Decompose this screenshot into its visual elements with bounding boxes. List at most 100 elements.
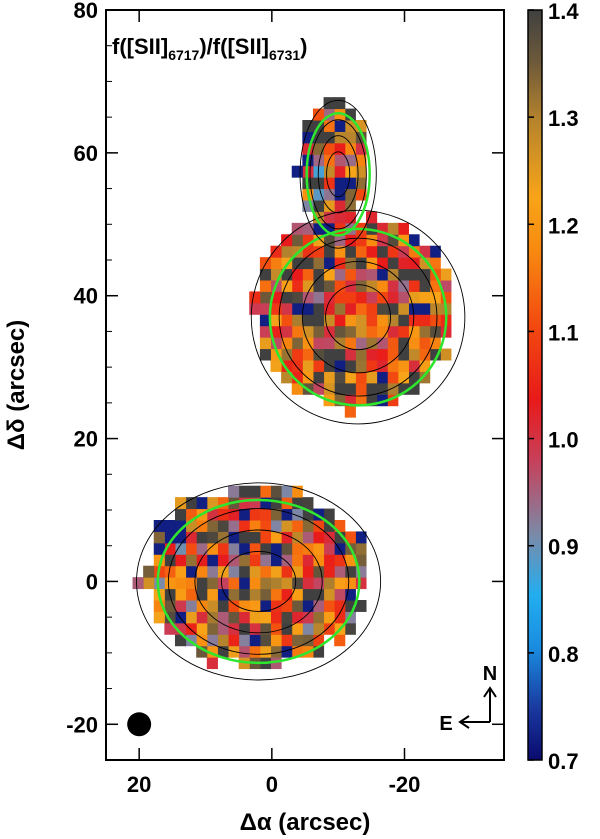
map-pixel	[153, 554, 165, 567]
map-pixel	[312, 257, 325, 270]
map-pixel	[323, 554, 335, 567]
map-pixel	[366, 360, 378, 372]
map-pixel	[387, 268, 399, 281]
map-pixel	[334, 371, 346, 384]
map-pixel	[312, 588, 325, 601]
map-pixel	[323, 348, 335, 361]
title-end: )	[300, 34, 307, 59]
map-pixel	[238, 542, 250, 555]
map-pixel	[196, 600, 208, 612]
map-pixel	[334, 565, 346, 578]
cb-tick-label-3: 1.1	[548, 320, 579, 345]
map-pixel	[153, 520, 165, 532]
y-tick-label-4: 0	[86, 569, 98, 594]
map-pixel	[259, 554, 272, 567]
y-axis-label: Δδ (arcsec)	[3, 320, 30, 451]
map-pixel	[355, 142, 367, 155]
map-pixel	[323, 280, 335, 292]
map-pixel	[419, 314, 431, 327]
map-pixel	[174, 508, 187, 521]
map-pixel	[312, 268, 325, 281]
map-pixel	[323, 291, 335, 304]
map-pixel	[376, 382, 388, 395]
map-pixel	[249, 542, 261, 555]
map-pixel	[281, 542, 293, 555]
map-pixel	[206, 577, 218, 590]
map-pixel	[196, 611, 208, 624]
map-pixel	[323, 611, 335, 624]
map-pixel	[334, 302, 346, 315]
map-pixel	[270, 485, 282, 498]
map-pixel	[302, 314, 314, 327]
map-pixel	[291, 622, 303, 635]
map-pixel	[217, 588, 229, 601]
map-pixel	[344, 554, 356, 567]
map-pixel	[366, 382, 378, 395]
map-pixel	[355, 188, 367, 201]
map-pixel	[355, 245, 367, 258]
map-pixel	[291, 565, 303, 578]
map-pixel	[344, 165, 356, 178]
map-pixel	[376, 222, 388, 235]
map-pixel	[376, 291, 388, 304]
map-pixel	[206, 508, 218, 521]
map-pixel	[164, 542, 176, 555]
map-pixel	[196, 565, 208, 578]
map-pixel	[312, 234, 325, 247]
map-pixel	[334, 188, 346, 201]
map-pixel	[217, 554, 229, 567]
map-pixel	[153, 611, 165, 624]
x-axis-label: Δα (arcsec)	[240, 809, 371, 836]
map-pixel	[174, 554, 187, 567]
map-pixel	[334, 131, 346, 144]
map-pixel	[355, 131, 367, 144]
map-pixel	[281, 588, 293, 601]
map-pixel	[312, 542, 325, 555]
contour-1-0	[326, 151, 351, 198]
map-pixel	[334, 120, 346, 132]
map-pixel	[206, 634, 218, 647]
map-pixel	[164, 554, 176, 567]
map-pixel	[259, 565, 272, 578]
map-pixel	[302, 131, 314, 144]
map-pixel	[323, 177, 335, 190]
map-pixel	[323, 371, 335, 384]
map-pixel	[334, 600, 346, 612]
map-pixel	[355, 268, 367, 281]
map-pixel	[281, 302, 293, 315]
map-pixel	[408, 337, 420, 350]
map-pixel	[344, 245, 356, 258]
map-pixel	[281, 600, 293, 612]
map-pixel	[366, 302, 378, 315]
green-contour-0	[268, 227, 448, 407]
map-pixel	[259, 497, 272, 510]
map-pixel	[312, 565, 325, 578]
map-pixel	[270, 325, 282, 338]
map-pixel	[249, 302, 261, 315]
map-pixel	[259, 485, 272, 498]
map-pixel	[312, 360, 325, 372]
map-pixel	[185, 622, 197, 635]
map-pixel	[429, 257, 441, 270]
contour-2-2	[167, 508, 350, 655]
map-pixel	[291, 531, 303, 544]
map-pixel	[291, 485, 303, 498]
map-pixel	[344, 268, 356, 281]
map-pixel	[291, 371, 303, 384]
map-pixel	[302, 588, 314, 601]
map-pixel	[334, 165, 346, 178]
map-pixel	[164, 622, 176, 635]
map-pixel	[323, 314, 335, 327]
map-pixel	[408, 371, 420, 384]
map-pixel	[174, 542, 187, 555]
map-pixel	[344, 577, 356, 590]
map-pixel	[419, 302, 431, 315]
map-pixel	[238, 497, 250, 510]
map-pixel	[440, 291, 452, 304]
map-pixel	[217, 622, 229, 635]
map-pixel	[206, 600, 218, 612]
map-pixel	[302, 302, 314, 315]
map-pixel	[312, 531, 325, 544]
map-pixel	[281, 531, 293, 544]
